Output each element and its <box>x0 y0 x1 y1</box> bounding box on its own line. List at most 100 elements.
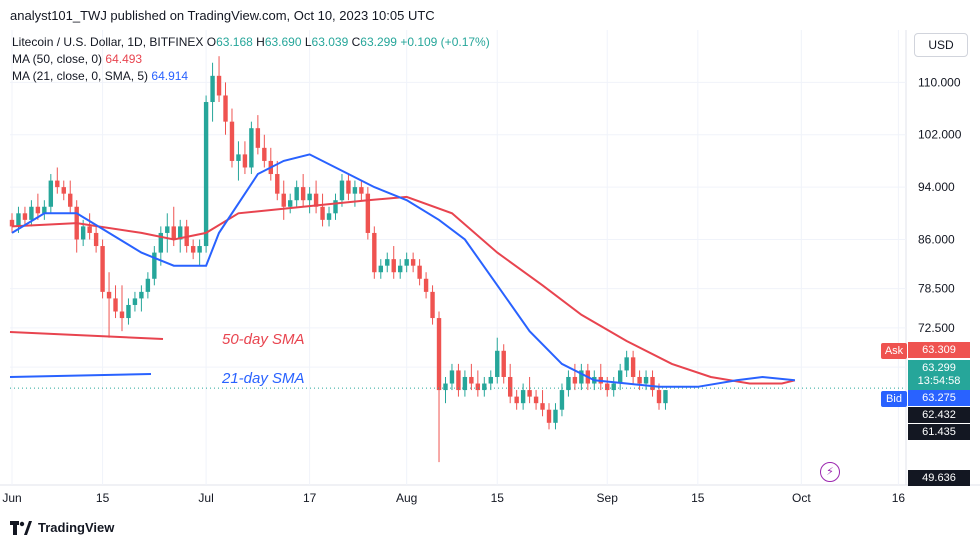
sma50-annotation: 50-day SMA <box>222 331 305 348</box>
last-price-value: 63.299 <box>922 362 956 374</box>
candle <box>488 370 493 391</box>
candle <box>566 370 571 397</box>
candle <box>249 121 254 175</box>
candle-body <box>482 383 487 391</box>
candle-body <box>533 396 539 404</box>
candle <box>624 350 629 377</box>
candle-body <box>216 75 222 96</box>
candle-body <box>190 246 196 253</box>
candle-body <box>507 376 513 397</box>
candle <box>55 167 60 194</box>
candle <box>443 376 448 404</box>
legend-ma50-row: MA (50, close, 0) 64.493 <box>12 51 490 68</box>
candle <box>391 246 396 279</box>
candle-body <box>443 383 448 391</box>
candle <box>223 82 228 135</box>
candle-body <box>223 95 228 122</box>
candle <box>281 180 286 220</box>
candle-body <box>462 376 468 391</box>
candle-body <box>643 376 649 384</box>
ask-label: Ask <box>881 343 907 359</box>
lightning-icon[interactable]: ⚡ <box>820 462 840 482</box>
candle-body <box>100 246 105 292</box>
legend-h-label: H <box>256 35 265 49</box>
candle-body <box>229 121 235 161</box>
sma21-annotation: 21-day SMA <box>222 370 305 387</box>
candle <box>61 180 66 201</box>
candle-body <box>546 409 552 423</box>
candle <box>540 390 545 417</box>
footer: TradingView <box>10 520 114 535</box>
candle <box>268 147 273 181</box>
candle-body <box>404 259 409 266</box>
time-tick-label: Aug <box>396 491 417 505</box>
candle-body <box>365 193 371 233</box>
legend-ma21-value: 64.914 <box>151 69 189 83</box>
candle-body <box>663 390 668 404</box>
candle-body <box>630 357 636 377</box>
candle <box>456 363 461 397</box>
legend-ohlc-row: Litecoin / U.S. Dollar, 1D, BITFINEX O63… <box>12 34 490 51</box>
candle-body <box>255 128 261 148</box>
candle <box>132 291 138 312</box>
candle-body <box>262 147 267 161</box>
candle-body <box>132 298 138 305</box>
candle <box>229 108 235 168</box>
sma50-line <box>11 195 796 385</box>
price-tick-label: 78.500 <box>918 282 955 296</box>
candle <box>514 390 519 410</box>
candle <box>404 252 409 273</box>
candle-body <box>236 154 241 161</box>
candle <box>423 272 429 299</box>
candle-body <box>29 206 34 220</box>
candle <box>579 363 584 391</box>
candle-body <box>359 187 364 194</box>
candle <box>145 272 151 299</box>
candle-body <box>423 278 429 292</box>
last-price-badge: 63.299 13:54:58 <box>908 360 970 392</box>
legend-ma21-row: MA (21, close, 0, SMA, 5) 64.914 <box>12 68 490 85</box>
candle-body <box>611 383 616 391</box>
candle <box>430 285 435 325</box>
candle-body <box>488 376 493 384</box>
time-tick-label: 16 <box>892 491 906 505</box>
candle-body <box>624 357 629 371</box>
candle-body <box>572 376 578 384</box>
candle <box>22 206 28 227</box>
candle-body <box>9 219 15 227</box>
candle-body <box>119 311 125 319</box>
candle-body <box>145 278 151 292</box>
candle-body <box>106 291 112 299</box>
low-badge-2: 61.435 <box>908 424 970 440</box>
candle <box>100 239 105 299</box>
candle-body <box>16 213 21 227</box>
candle <box>650 370 655 397</box>
candle-body <box>249 128 254 168</box>
time-axis: Jun 15 Jul 17 Aug 15 Sep 15 Oct 16 <box>2 491 905 505</box>
moving-averages <box>11 153 796 388</box>
candle <box>533 390 539 410</box>
candle-body <box>456 370 461 391</box>
time-tick-label: Sep <box>597 491 619 505</box>
price-tick-label: 110.000 <box>918 75 961 89</box>
tradingview-logo-icon <box>10 520 32 535</box>
price-tick-label: 102.000 <box>918 128 962 142</box>
candle <box>637 370 642 391</box>
candle <box>158 226 164 266</box>
candle <box>436 311 442 463</box>
candle <box>320 193 325 227</box>
candle-body <box>617 370 623 384</box>
candle <box>9 213 15 233</box>
price-tick-label: 72.500 <box>918 321 955 335</box>
candle-body <box>294 187 299 201</box>
candle-body <box>410 259 416 266</box>
candle <box>410 252 416 273</box>
candle-body <box>559 390 565 410</box>
currency-button[interactable]: USD <box>914 33 968 57</box>
candle-body <box>80 226 86 240</box>
candle <box>385 252 390 273</box>
candle-body <box>197 246 202 253</box>
candle <box>475 370 481 397</box>
candle <box>294 180 299 207</box>
